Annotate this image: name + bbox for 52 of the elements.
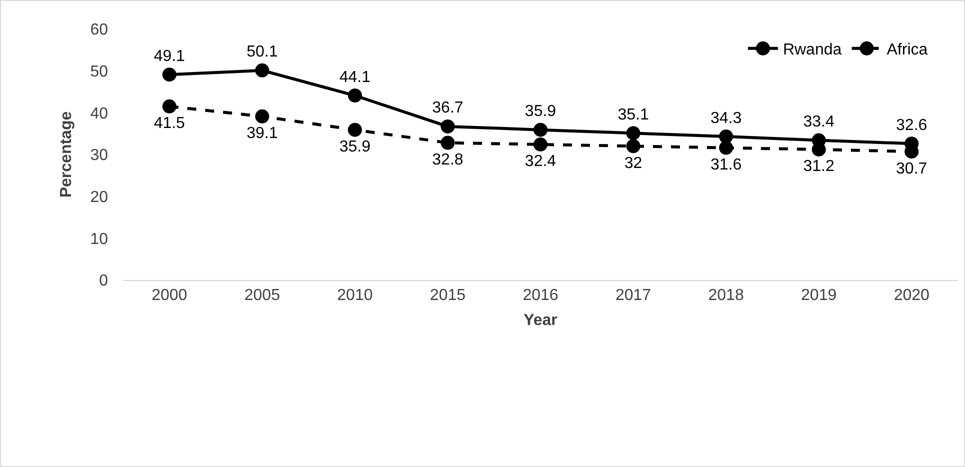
point xyxy=(162,99,176,114)
point xyxy=(348,88,362,103)
point xyxy=(626,126,640,140)
data-label: 32.8 xyxy=(432,152,464,169)
data-label: 50.1 xyxy=(246,44,278,61)
legend-label: Africa xyxy=(886,42,928,59)
data-label: 30.7 xyxy=(896,160,928,178)
x-tick-label: 2019 xyxy=(801,287,837,304)
y-tick-label: 10 xyxy=(90,230,108,248)
data-label: 41.5 xyxy=(154,115,186,132)
point xyxy=(255,63,270,78)
x-tick-label: 2010 xyxy=(337,287,373,304)
point xyxy=(440,136,455,150)
data-label: 34.3 xyxy=(710,110,742,127)
x-tick-label: 2017 xyxy=(615,287,652,304)
point xyxy=(348,122,362,137)
point xyxy=(534,122,548,137)
x-tick-label: 2015 xyxy=(430,287,466,304)
data-label: 31.2 xyxy=(803,158,834,176)
y-tick-label: 60 xyxy=(90,22,108,39)
legend-label: Rwanda xyxy=(782,42,842,59)
x-tick-label: 2000 xyxy=(152,287,188,304)
x-tick-label: 2016 xyxy=(522,287,558,304)
x-tick-label: 2018 xyxy=(708,287,744,304)
x-tick-label: 2020 xyxy=(894,287,930,304)
data-label: 35.9 xyxy=(524,103,556,120)
y-tick-label: 40 xyxy=(90,105,108,122)
y-tick-label: 20 xyxy=(90,188,108,206)
y-tick-label: 30 xyxy=(90,147,108,164)
data-label: 33.4 xyxy=(803,114,834,131)
data-label: 49.1 xyxy=(154,48,186,65)
data-label: 36.7 xyxy=(432,100,464,117)
data-label: 31.6 xyxy=(710,156,742,174)
data-label: 32.6 xyxy=(896,116,928,134)
data-label: 32 xyxy=(624,154,642,172)
point xyxy=(719,130,734,144)
data-label: 35.9 xyxy=(339,138,371,156)
point xyxy=(626,139,640,154)
x-axis-title: Year xyxy=(524,312,558,329)
y-tick-label: 0 xyxy=(99,272,108,290)
data-label: 32.4 xyxy=(524,153,556,170)
point xyxy=(719,140,734,155)
point xyxy=(440,119,455,134)
y-axis-title: Percentage xyxy=(58,111,76,198)
data-label: 44.1 xyxy=(339,68,371,86)
y-tick-label: 50 xyxy=(90,63,108,80)
data-label: 35.1 xyxy=(618,106,649,124)
point xyxy=(255,109,270,124)
x-tick-label: 2005 xyxy=(244,287,280,304)
point xyxy=(534,137,548,152)
point xyxy=(162,68,176,82)
data-label: 39.1 xyxy=(246,125,278,142)
